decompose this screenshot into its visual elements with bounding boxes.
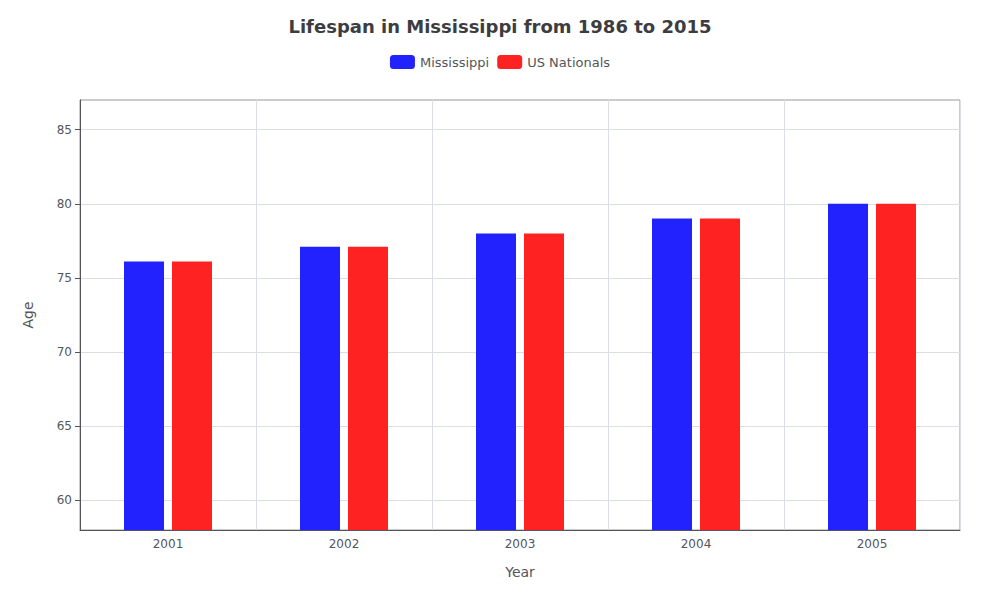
svg-text:2002: 2002: [329, 537, 360, 551]
svg-text:Age: Age: [20, 301, 36, 328]
svg-text:US Nationals: US Nationals: [527, 55, 610, 70]
svg-text:65: 65: [57, 419, 72, 433]
svg-text:75: 75: [57, 271, 72, 285]
svg-text:Year: Year: [504, 564, 535, 580]
svg-text:2005: 2005: [857, 537, 888, 551]
svg-text:Mississippi: Mississippi: [420, 55, 489, 70]
svg-text:2001: 2001: [153, 537, 184, 551]
svg-text:Lifespan in Mississippi from 1: Lifespan in Mississippi from 1986 to 201…: [288, 16, 711, 37]
svg-text:80: 80: [57, 197, 72, 211]
svg-text:2003: 2003: [505, 537, 536, 551]
svg-text:60: 60: [57, 493, 72, 507]
svg-text:85: 85: [57, 123, 72, 137]
svg-text:2004: 2004: [681, 537, 712, 551]
svg-text:70: 70: [57, 345, 72, 359]
